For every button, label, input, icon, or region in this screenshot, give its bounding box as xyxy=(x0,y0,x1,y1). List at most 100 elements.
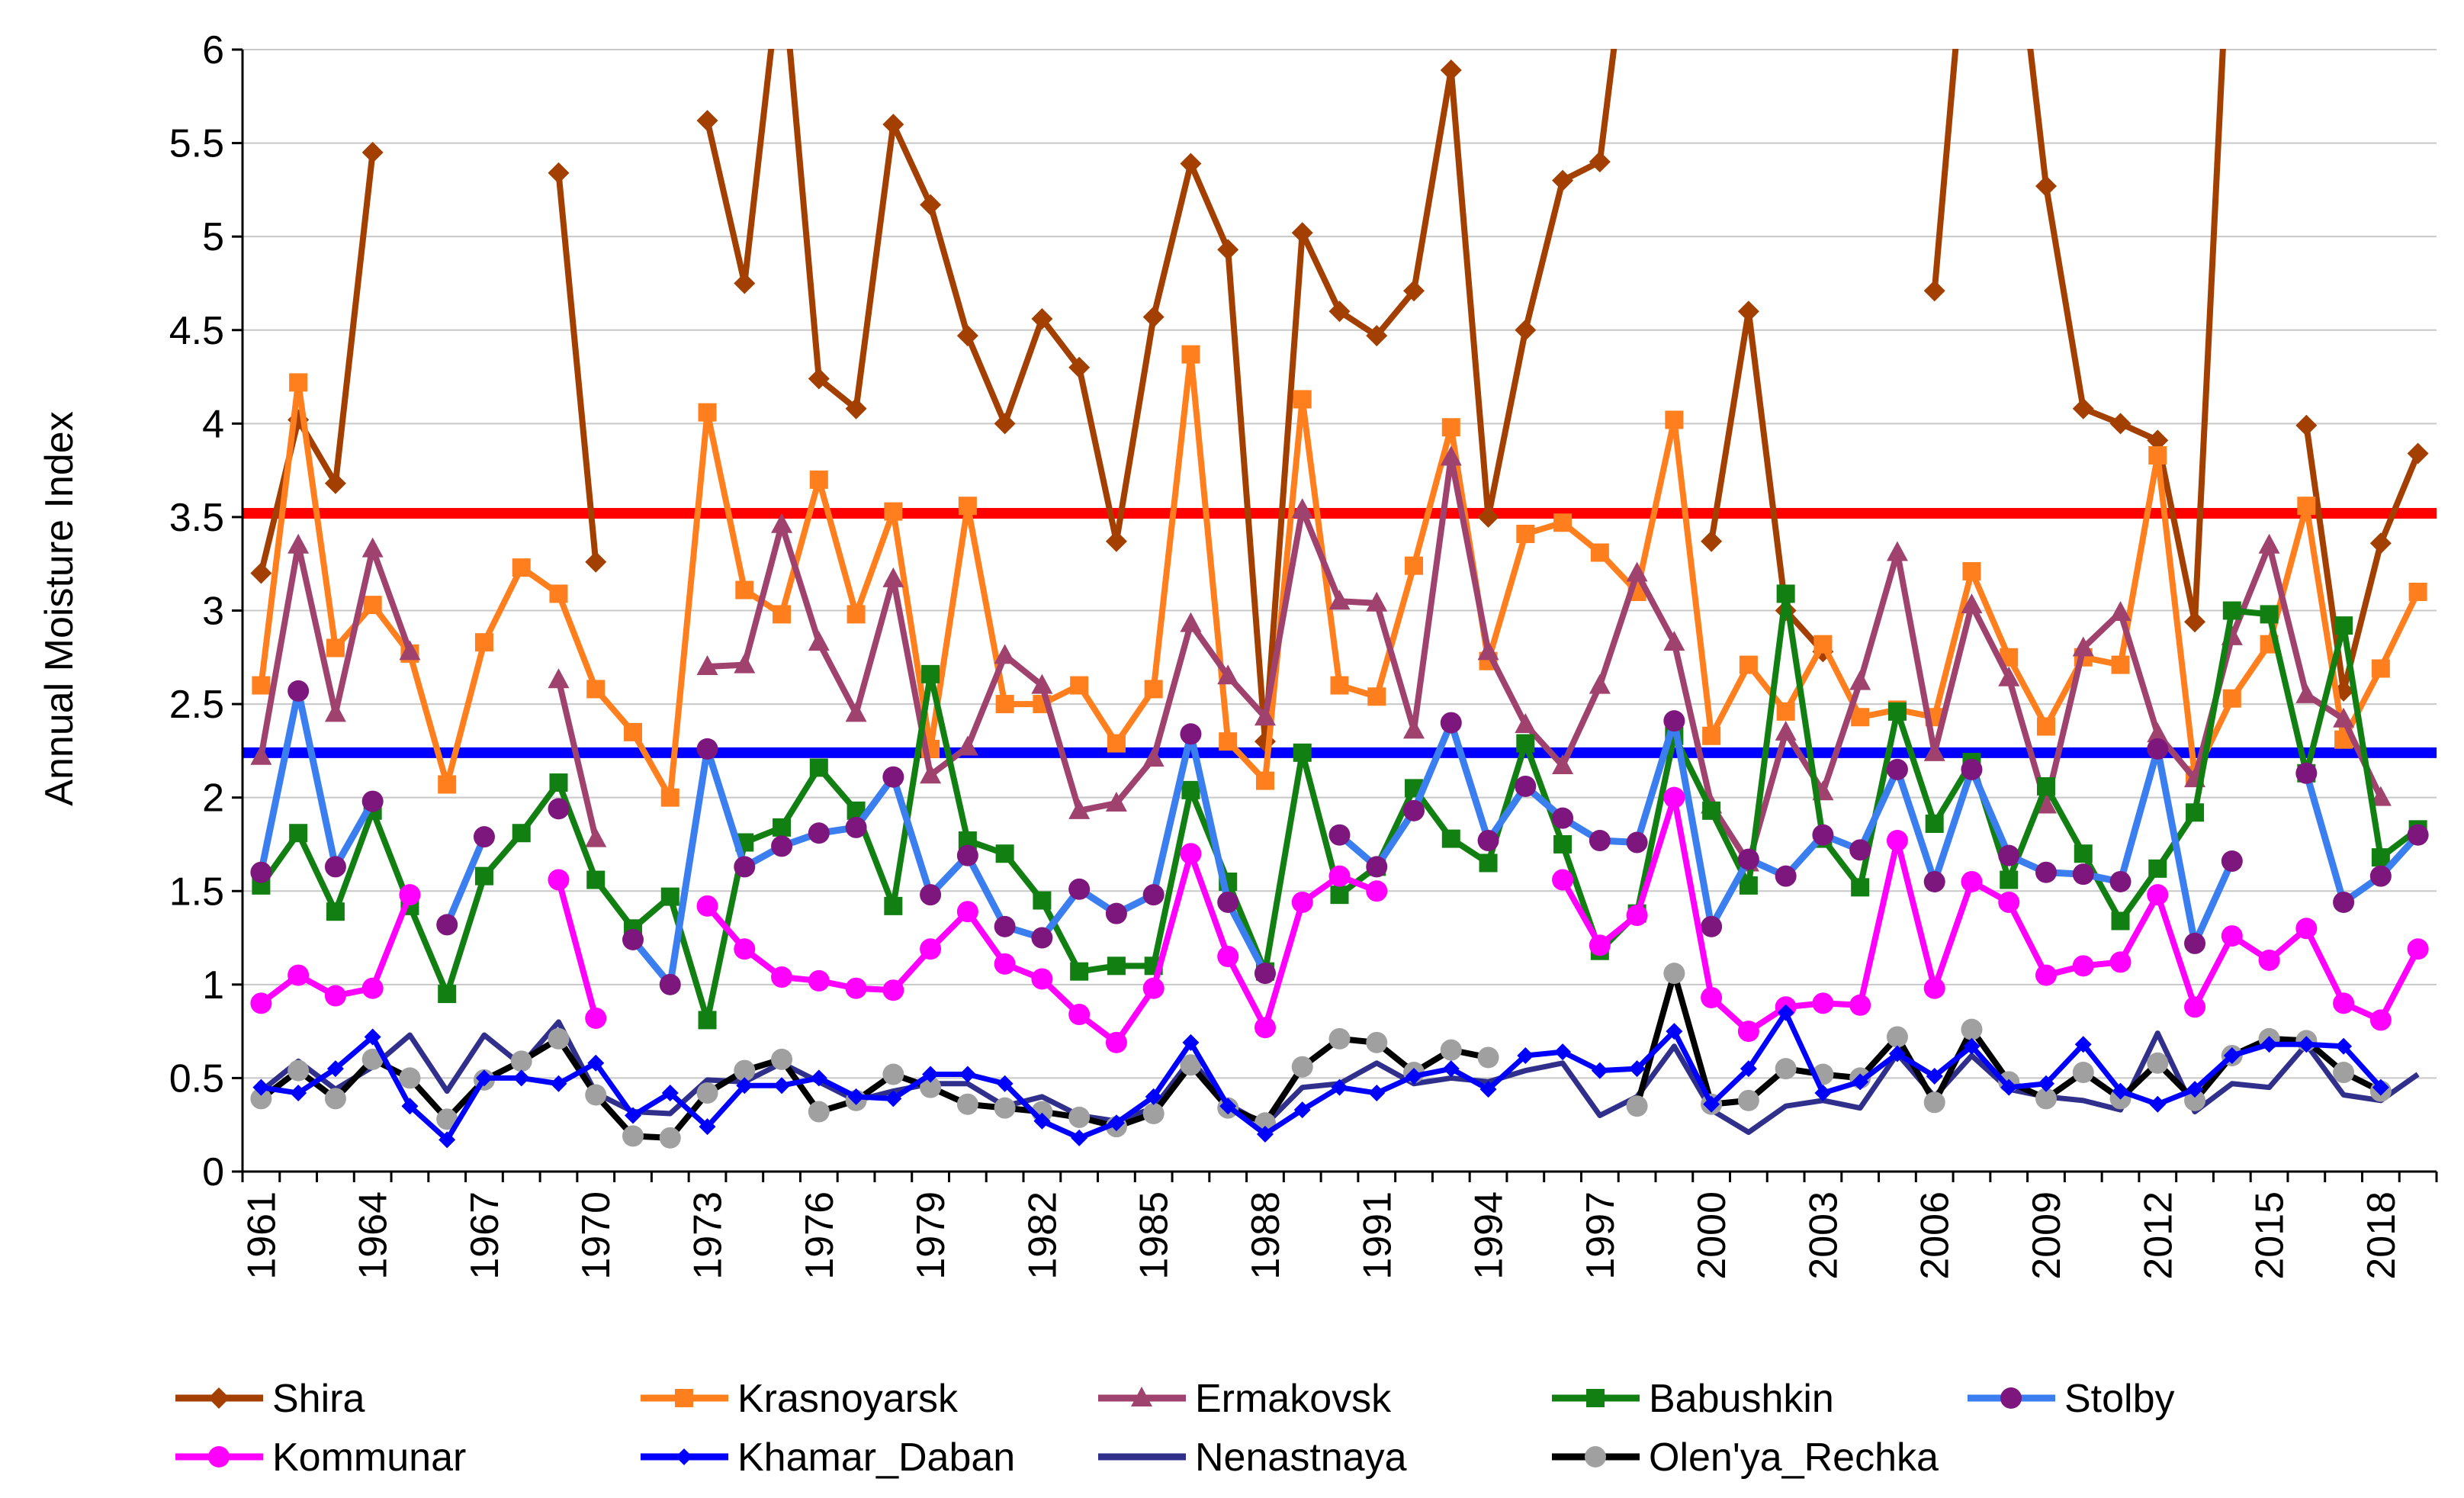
data-point xyxy=(1107,956,1126,976)
data-point xyxy=(2147,1052,2169,1074)
data-point xyxy=(2295,414,2318,436)
data-point xyxy=(1442,1060,1460,1078)
data-point xyxy=(1479,1081,1497,1098)
data-point xyxy=(585,551,607,573)
data-point xyxy=(324,856,346,878)
data-point xyxy=(474,633,493,652)
series-line xyxy=(444,835,488,927)
data-point xyxy=(510,1050,532,1072)
data-point xyxy=(1923,977,1945,999)
data-point xyxy=(845,816,867,838)
data-point xyxy=(1031,927,1053,949)
data-point xyxy=(1031,308,1053,330)
data-point xyxy=(1105,902,1127,924)
data-point xyxy=(436,914,458,936)
data-point xyxy=(1070,962,1089,981)
legend-swatch-marker xyxy=(1585,1446,1606,1467)
data-point xyxy=(1366,880,1388,902)
data-point xyxy=(1886,1026,1908,1048)
data-point xyxy=(1852,1073,1869,1091)
data-point xyxy=(661,1085,679,1102)
data-point xyxy=(1219,732,1238,751)
data-point xyxy=(2147,884,2169,906)
data-point xyxy=(771,835,793,857)
data-point xyxy=(1291,498,1313,519)
x-tick-label: 2009 xyxy=(2025,1191,2069,1280)
data-point xyxy=(324,472,346,494)
data-point xyxy=(1552,754,1574,774)
data-point xyxy=(586,870,606,889)
data-point xyxy=(1328,865,1351,887)
series-line xyxy=(1708,308,1826,654)
data-point xyxy=(288,533,310,554)
data-point xyxy=(1851,708,1870,727)
data-point xyxy=(1515,713,1537,734)
data-point xyxy=(1923,741,1945,761)
data-point xyxy=(1217,891,1239,913)
data-point xyxy=(696,1082,718,1104)
data-point xyxy=(1923,1091,1945,1114)
x-tick-label: 2012 xyxy=(2136,1191,2180,1280)
data-point xyxy=(1961,593,1983,614)
data-point xyxy=(2074,844,2093,863)
legend-swatch-marker xyxy=(675,1389,693,1407)
data-point xyxy=(773,605,792,624)
data-point xyxy=(1591,1062,1608,1079)
axes: 0 0.5 1 1.5 2 2.5 3 3.5 4 4.5 5 5.5 6 1961 1964 1967 197… xyxy=(169,28,2438,1280)
data-point xyxy=(438,985,457,1004)
data-point xyxy=(250,992,272,1014)
data-point xyxy=(1701,986,1723,1008)
data-point xyxy=(1031,673,1053,694)
data-point xyxy=(436,1108,458,1130)
data-point xyxy=(1254,963,1276,985)
data-point xyxy=(1328,301,1351,323)
data-point xyxy=(1777,1004,1794,1021)
legend-item-babushkin: Babushkin xyxy=(1552,1377,1834,1421)
data-point xyxy=(1626,561,1648,582)
data-point xyxy=(2222,601,2241,620)
data-point xyxy=(1812,992,1834,1014)
data-point xyxy=(1851,878,1870,897)
data-point xyxy=(2297,497,2316,516)
data-point xyxy=(1516,524,1535,543)
data-point xyxy=(475,1069,493,1087)
data-point xyxy=(1737,1021,1759,1043)
data-point xyxy=(1441,829,1460,848)
data-point xyxy=(884,502,903,521)
data-point xyxy=(2109,413,2132,435)
data-point xyxy=(2334,616,2353,635)
data-point xyxy=(2147,738,2169,760)
data-point xyxy=(1703,1095,1720,1113)
data-point xyxy=(439,1131,456,1149)
data-point xyxy=(696,738,718,760)
data-point xyxy=(549,584,568,603)
series-khamar_daban xyxy=(252,1004,2389,1149)
data-point xyxy=(922,1066,940,1083)
data-point xyxy=(2000,1078,2018,1096)
data-point xyxy=(1961,1018,1983,1040)
legend-swatch-marker xyxy=(208,1387,230,1409)
data-point xyxy=(771,1048,793,1070)
data-point xyxy=(2260,1036,2278,1053)
y-tick-label: 2.5 xyxy=(169,683,224,727)
data-point xyxy=(1477,1046,1499,1069)
series-line xyxy=(259,1035,1489,1141)
data-point xyxy=(2072,955,2094,977)
legend-swatch-marker xyxy=(2000,1387,2022,1409)
legend-swatch-marker xyxy=(208,1446,230,1467)
data-point xyxy=(2072,636,2094,657)
data-point xyxy=(995,695,1014,714)
data-point xyxy=(1775,1058,1797,1080)
x-tick-label: 1988 xyxy=(1244,1191,1288,1280)
data-point xyxy=(548,869,570,891)
data-point xyxy=(882,766,904,788)
data-point xyxy=(250,744,272,765)
data-point xyxy=(845,977,867,999)
data-point xyxy=(2335,1037,2353,1055)
data-point xyxy=(1328,1027,1351,1050)
data-point xyxy=(956,1093,978,1115)
data-point xyxy=(882,114,904,136)
data-point xyxy=(1068,799,1091,819)
data-point xyxy=(1702,801,1721,820)
data-point xyxy=(290,1085,307,1102)
